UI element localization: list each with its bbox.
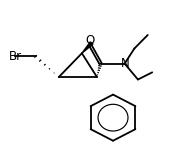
Polygon shape (82, 42, 93, 53)
Text: Br: Br (9, 50, 22, 63)
Text: N: N (121, 57, 130, 70)
Text: O: O (85, 34, 95, 47)
